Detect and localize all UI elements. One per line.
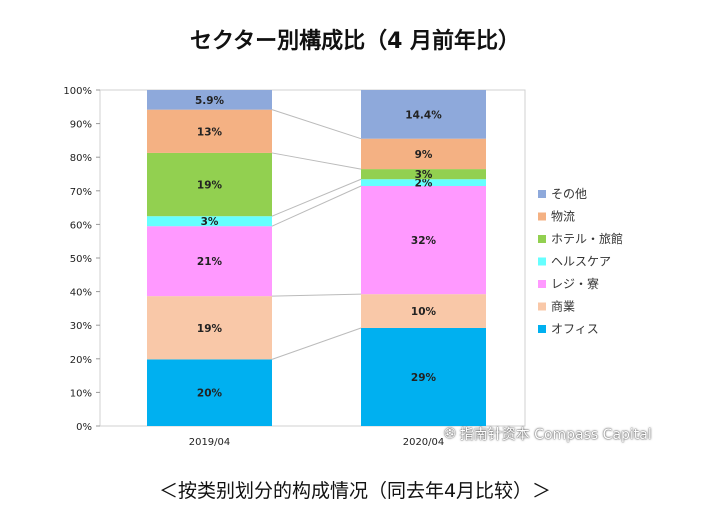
data-label: 10% xyxy=(411,306,437,318)
data-label: 9% xyxy=(415,149,433,161)
x-tick-label: 2019/04 xyxy=(189,437,231,448)
legend-swatch xyxy=(538,212,546,221)
bar-segment xyxy=(147,109,272,153)
connector-line xyxy=(271,109,362,140)
legend-label: その他 xyxy=(551,187,587,201)
connector-line xyxy=(271,185,362,227)
y-tick-label: 40% xyxy=(70,288,92,299)
connector-line xyxy=(271,178,362,217)
connector-line xyxy=(271,152,362,170)
data-label: 32% xyxy=(411,235,437,247)
bar-segment xyxy=(147,226,272,297)
bar-segment xyxy=(361,169,486,180)
y-tick-label: 60% xyxy=(70,220,92,231)
legend-swatch xyxy=(538,302,546,311)
legend-label: ホテル・旅館 xyxy=(551,231,623,246)
legend-swatch xyxy=(538,190,546,198)
bar-segment xyxy=(361,294,486,328)
y-tick-label: 100% xyxy=(63,86,92,97)
data-label: 2% xyxy=(415,178,433,190)
legend-label: 物流 xyxy=(551,210,575,224)
bar-segment xyxy=(361,327,486,426)
x-tick-label: 2020/04 xyxy=(403,437,445,448)
wechat-icon: ✇ xyxy=(444,426,456,442)
y-tick-label: 10% xyxy=(70,388,92,399)
legend-swatch xyxy=(538,257,546,266)
y-tick-label: 80% xyxy=(70,153,92,164)
bar-segment xyxy=(361,186,486,295)
y-tick-label: 20% xyxy=(70,355,92,366)
y-tick-label: 50% xyxy=(70,254,92,265)
bar-segment xyxy=(147,90,272,110)
data-label: 3% xyxy=(201,216,219,228)
legend-swatch xyxy=(538,325,546,333)
data-label: 3% xyxy=(415,169,433,181)
legend-label: オフィス xyxy=(551,322,599,336)
data-label: 29% xyxy=(411,372,437,384)
data-label: 21% xyxy=(197,256,223,268)
bar-segment xyxy=(361,138,486,170)
data-label: 20% xyxy=(197,388,223,400)
legend-swatch xyxy=(538,280,546,288)
y-tick-label: 30% xyxy=(70,321,92,332)
bar-segment xyxy=(147,296,272,360)
bar-segment xyxy=(147,152,272,217)
connector-line xyxy=(271,293,362,297)
connector-line xyxy=(271,327,362,360)
bar-segment xyxy=(147,216,272,227)
data-label: 14.4% xyxy=(405,109,442,121)
legend-label: ヘルスケア xyxy=(551,255,611,269)
bar-segment xyxy=(361,179,486,186)
legend-label: 商業 xyxy=(551,299,575,314)
data-label: 19% xyxy=(197,323,223,335)
watermark: ✇ 指南针资本 Compass Capital xyxy=(444,426,652,443)
data-label: 19% xyxy=(197,180,223,192)
caption: ＜按类别划分的构成情况（同去年4月比较）＞ xyxy=(159,480,551,502)
chart-title: セクター別構成比（4 月前年比） xyxy=(190,28,520,54)
y-tick-label: 0% xyxy=(76,422,92,433)
y-tick-label: 90% xyxy=(70,120,92,131)
legend-swatch xyxy=(538,235,546,243)
legend-label: レジ・寮 xyxy=(551,276,599,291)
data-label: 13% xyxy=(197,126,223,138)
bar-segment xyxy=(147,359,272,426)
y-tick-label: 70% xyxy=(70,187,92,198)
data-label: 5.9% xyxy=(195,95,225,107)
bar-segment xyxy=(361,90,486,139)
